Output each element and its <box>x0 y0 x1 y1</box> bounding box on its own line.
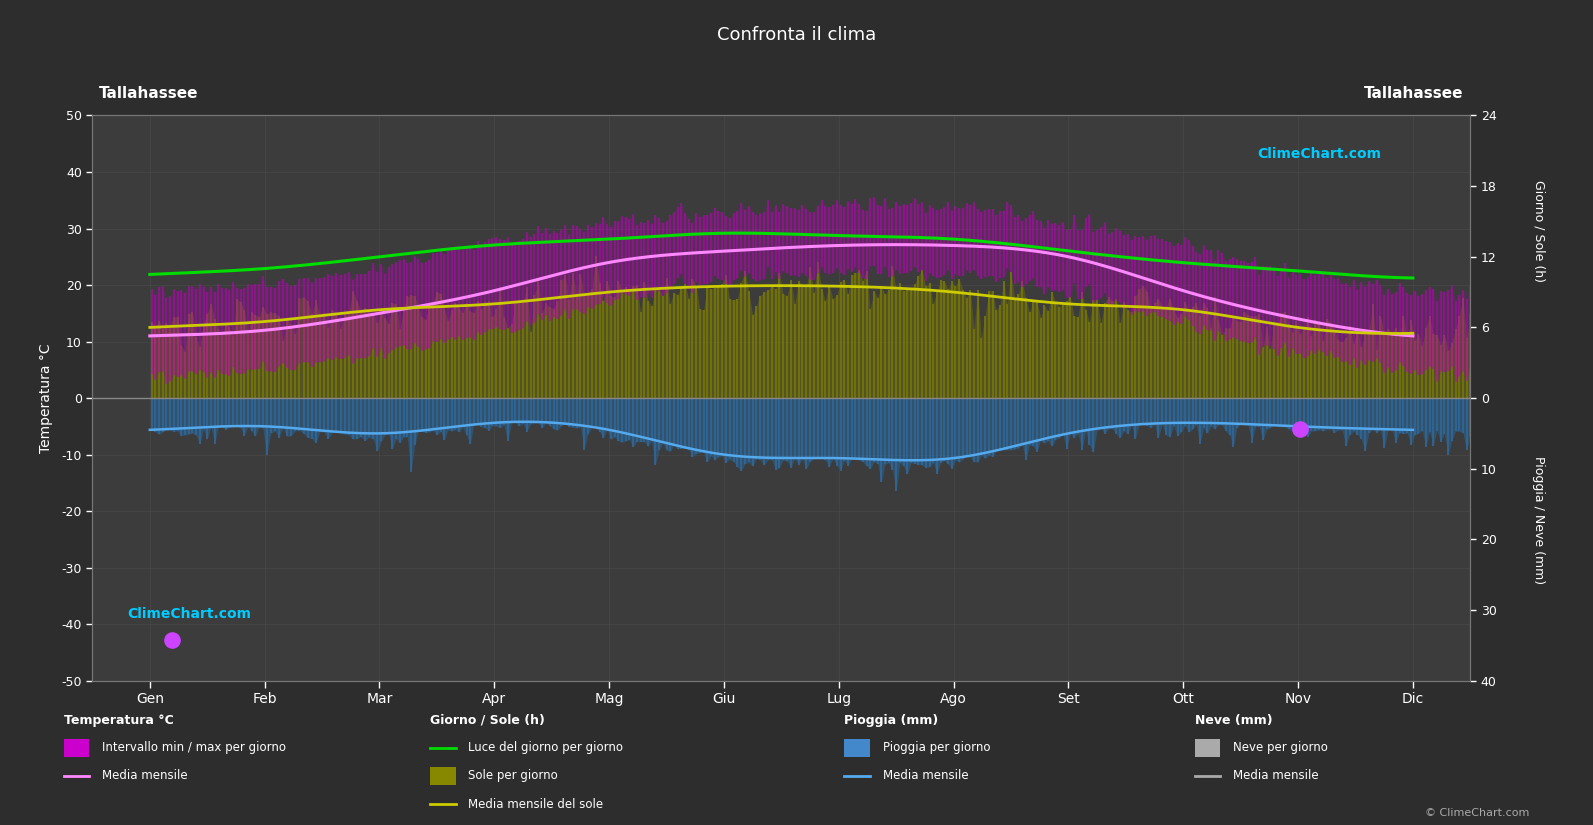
Text: ClimeChart.com: ClimeChart.com <box>1257 147 1381 161</box>
Text: Giorno / Sole (h): Giorno / Sole (h) <box>1532 180 1545 282</box>
Text: Neve per giorno: Neve per giorno <box>1233 742 1329 754</box>
Text: Temperatura °C: Temperatura °C <box>64 714 174 727</box>
Point <box>1287 422 1313 436</box>
Text: Pioggia (mm): Pioggia (mm) <box>844 714 938 727</box>
Text: Luce del giorno per giorno: Luce del giorno per giorno <box>468 742 623 754</box>
Text: Media mensile: Media mensile <box>883 770 969 782</box>
Text: ClimeChart.com: ClimeChart.com <box>127 607 250 621</box>
Point <box>159 633 185 646</box>
Text: Intervallo min / max per giorno: Intervallo min / max per giorno <box>102 742 287 754</box>
Text: Pioggia / Neve (mm): Pioggia / Neve (mm) <box>1532 455 1545 584</box>
Text: Tallahassee: Tallahassee <box>99 87 199 101</box>
Text: Neve (mm): Neve (mm) <box>1195 714 1273 727</box>
Text: Confronta il clima: Confronta il clima <box>717 26 876 45</box>
Text: Sole per giorno: Sole per giorno <box>468 770 558 782</box>
Text: Tallahassee: Tallahassee <box>1364 87 1464 101</box>
Text: Media mensile del sole: Media mensile del sole <box>468 798 604 811</box>
Text: Pioggia per giorno: Pioggia per giorno <box>883 742 989 754</box>
Y-axis label: Temperatura °C: Temperatura °C <box>40 343 53 453</box>
Text: Media mensile: Media mensile <box>1233 770 1319 782</box>
Text: Media mensile: Media mensile <box>102 770 188 782</box>
Text: © ClimeChart.com: © ClimeChart.com <box>1424 808 1529 818</box>
Text: Giorno / Sole (h): Giorno / Sole (h) <box>430 714 545 727</box>
